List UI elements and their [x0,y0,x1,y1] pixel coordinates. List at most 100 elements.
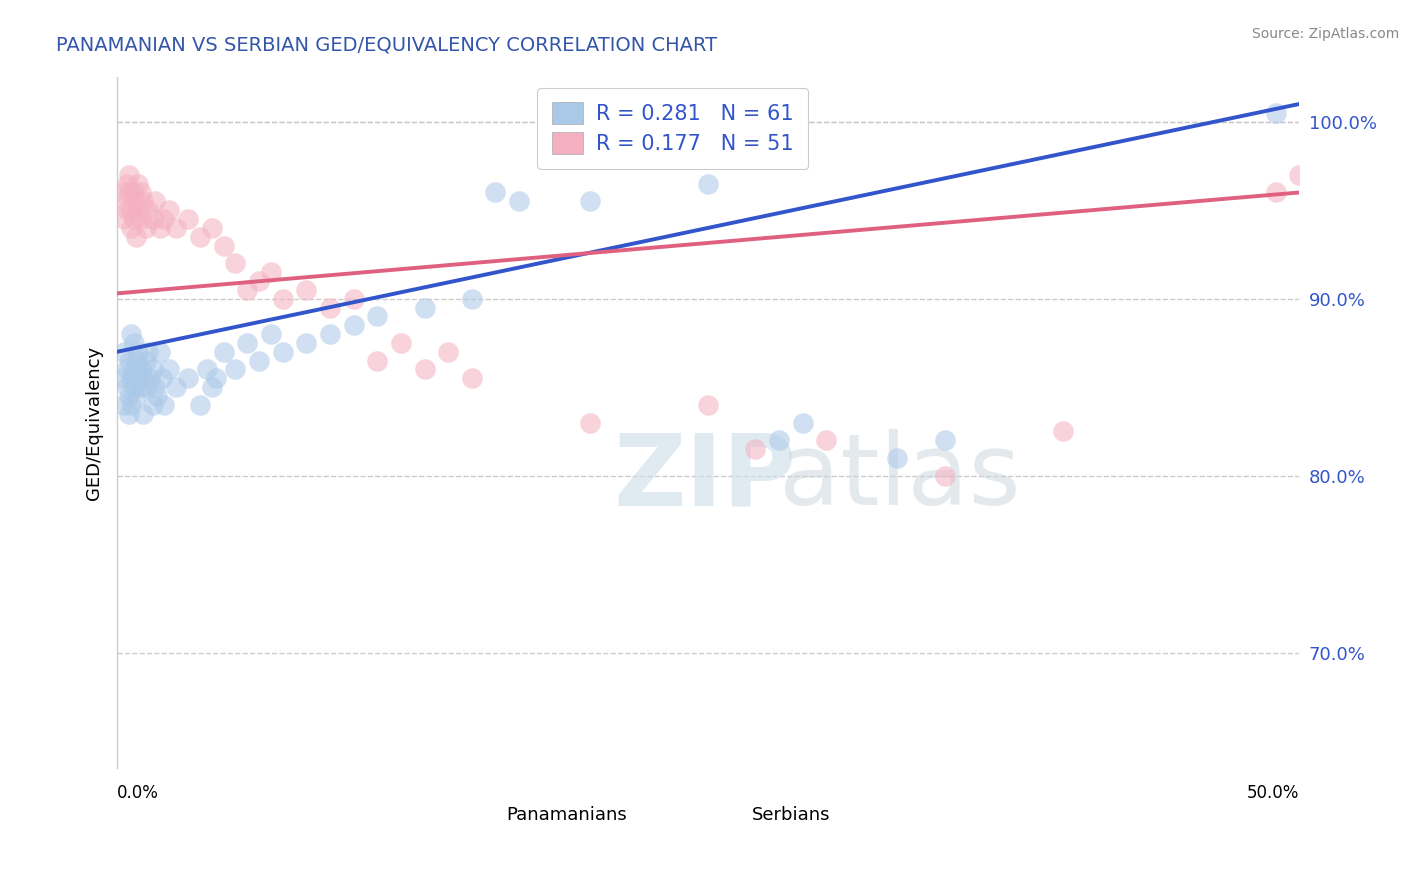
Point [212,238,235,252]
Point [157,362,180,376]
Point [135,220,157,235]
Point [260,327,283,342]
Point [139,371,162,385]
Text: atlas: atlas [779,429,1021,526]
Point [122,380,145,394]
Point [768,434,790,448]
Y-axis label: GED/Equivalency: GED/Equivalency [86,345,103,500]
Point [149,220,172,235]
Point [122,335,145,350]
Point [188,229,211,244]
Point [271,344,294,359]
Point [508,194,530,209]
Point [120,398,142,412]
Point [319,301,342,315]
Point [1264,106,1286,120]
Text: ZIP: ZIP [613,429,797,526]
Point [437,344,460,359]
Point [342,318,364,333]
Point [129,380,152,394]
Point [224,362,246,376]
Point [224,256,246,270]
Point [127,203,149,218]
Point [579,194,602,209]
Point [120,203,142,218]
Point [115,177,138,191]
Point [1288,168,1310,182]
Point [129,186,152,200]
Point [118,186,141,200]
Point [886,450,908,465]
Point [115,380,138,394]
Text: Source: ZipAtlas.com: Source: ZipAtlas.com [1251,27,1399,41]
Point [118,389,141,403]
Point [247,353,270,368]
Point [815,434,838,448]
Point [744,442,766,456]
Point [271,292,294,306]
Point [125,229,148,244]
Point [118,168,141,182]
Point [697,177,720,191]
Point [934,434,956,448]
Point [127,371,149,385]
Point [461,371,484,385]
Text: Serbians: Serbians [752,805,830,823]
Point [111,186,134,200]
Point [413,301,436,315]
Point [247,274,270,288]
Point [188,398,211,412]
Point [413,362,436,376]
Point [212,344,235,359]
Text: 50.0%: 50.0% [1247,784,1299,802]
Point [342,292,364,306]
Point [177,212,200,227]
Point [149,344,172,359]
Point [461,292,484,306]
Point [150,371,173,385]
Point [1052,425,1074,439]
Point [142,362,165,376]
Point [201,220,224,235]
Point [177,371,200,385]
Point [125,353,148,368]
Point [120,371,142,385]
Point [112,194,135,209]
Point [122,362,145,376]
Point [132,194,155,209]
Point [153,212,176,227]
Point [120,327,142,342]
Legend: R = 0.281   N = 61, R = 0.177   N = 51: R = 0.281 N = 61, R = 0.177 N = 51 [537,87,808,169]
Point [236,283,259,297]
Point [295,335,318,350]
Point [697,398,720,412]
Point [142,398,165,412]
Point [165,380,187,394]
Point [127,344,149,359]
Text: 0.0%: 0.0% [117,784,159,802]
Point [129,362,152,376]
Text: PANAMANIAN VS SERBIAN GED/EQUIVALENCY CORRELATION CHART: PANAMANIAN VS SERBIAN GED/EQUIVALENCY CO… [56,36,717,54]
Point [136,203,159,218]
Point [295,283,318,297]
Point [579,416,602,430]
Point [195,362,218,376]
Point [122,212,145,227]
Point [122,186,145,200]
Point [112,398,135,412]
Point [135,353,157,368]
Point [366,310,388,324]
Point [125,389,148,403]
Point [125,194,148,209]
Point [115,203,138,218]
Point [115,362,138,376]
Point [934,468,956,483]
Point [132,371,155,385]
Point [236,335,259,350]
Point [136,344,159,359]
Point [120,220,142,235]
Point [153,398,176,412]
Point [157,203,180,218]
Point [129,212,152,227]
Point [165,220,187,235]
